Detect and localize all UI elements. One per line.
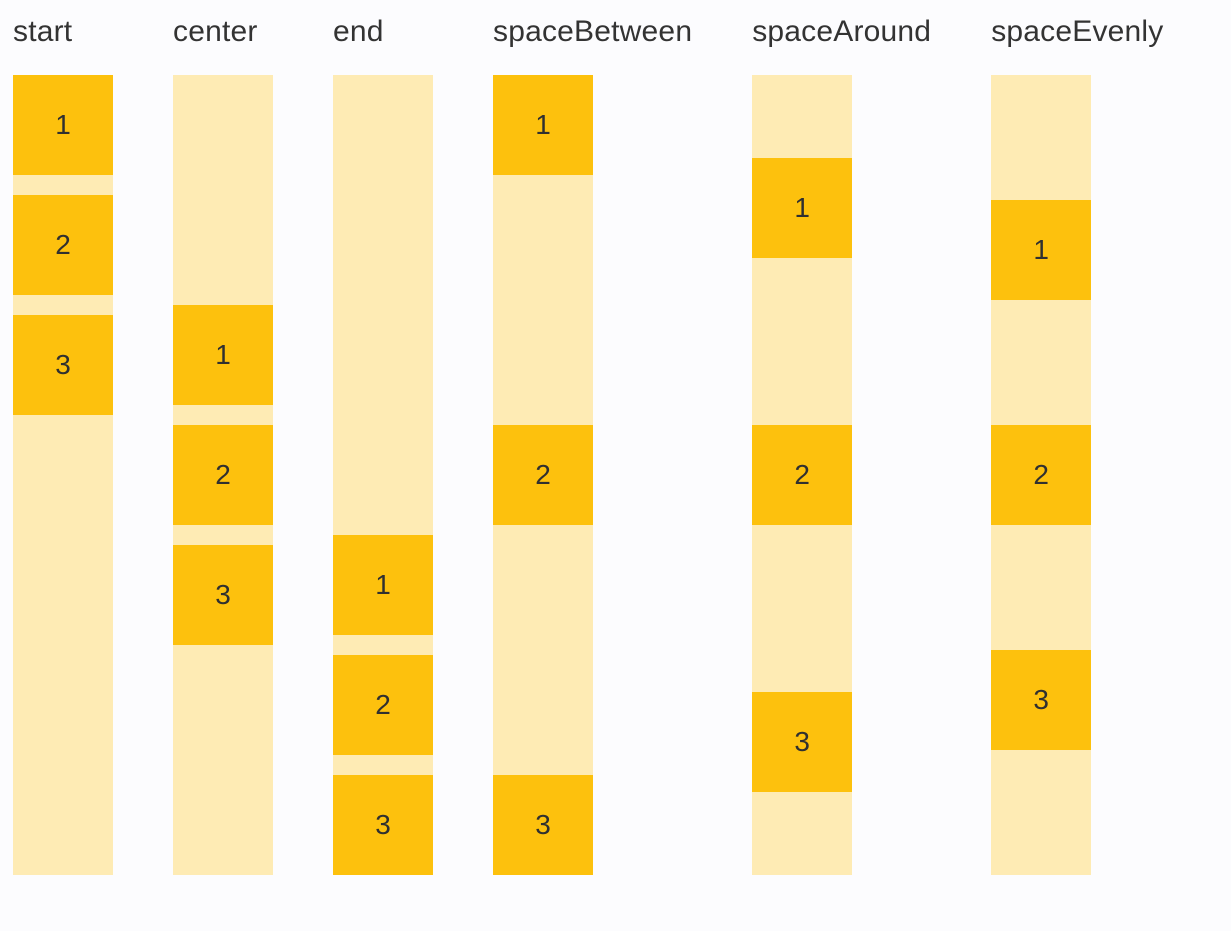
flex-track: 1 2 3 (991, 75, 1092, 875)
flex-track: 1 2 3 (752, 75, 853, 875)
flex-item-box: 3 (173, 545, 273, 645)
flex-item-box: 1 (173, 305, 273, 405)
column-spaceEvenly: spaceEvenly 1 2 3 (991, 14, 1163, 875)
flex-item-box: 2 (173, 425, 273, 525)
column-label: end (333, 15, 384, 48)
flex-item-box: 3 (333, 775, 433, 875)
column-center: center 1 2 3 (173, 14, 273, 875)
flex-item-box: 2 (13, 195, 113, 295)
column-spaceBetween: spaceBetween 1 2 3 (493, 14, 692, 875)
flex-item-box: 1 (333, 535, 433, 635)
flex-item-box: 2 (752, 424, 853, 525)
flex-track: 1 2 3 (173, 75, 273, 875)
column-label: spaceBetween (493, 15, 693, 48)
flex-item-box: 1 (991, 200, 1092, 300)
flex-item-box: 2 (493, 425, 593, 525)
flex-item-box: 3 (991, 650, 1092, 750)
flex-item-box: 2 (333, 655, 433, 755)
column-end: end 1 2 3 (333, 14, 433, 875)
flex-item-box: 3 (13, 315, 113, 415)
flex-item-box: 3 (493, 775, 593, 875)
flex-item-box: 1 (493, 75, 593, 175)
column-spaceAround: spaceAround 1 2 3 (752, 14, 931, 875)
flex-track: 1 2 3 (333, 75, 433, 875)
flex-track: 1 2 3 (493, 75, 593, 875)
column-start: start 1 2 3 (13, 14, 113, 875)
column-label: start (13, 15, 73, 48)
flex-item-box: 1 (13, 75, 113, 175)
justify-content-demo: start 1 2 3 center 1 2 3 end 1 2 3 space… (13, 14, 1163, 875)
column-label: spaceAround (752, 15, 932, 48)
flex-track: 1 2 3 (13, 75, 113, 875)
column-label: spaceEvenly (991, 15, 1164, 48)
flex-item-box: 2 (991, 425, 1092, 525)
column-label: center (173, 15, 258, 48)
flex-item-box: 1 (752, 158, 853, 259)
flex-item-box: 3 (752, 691, 853, 792)
